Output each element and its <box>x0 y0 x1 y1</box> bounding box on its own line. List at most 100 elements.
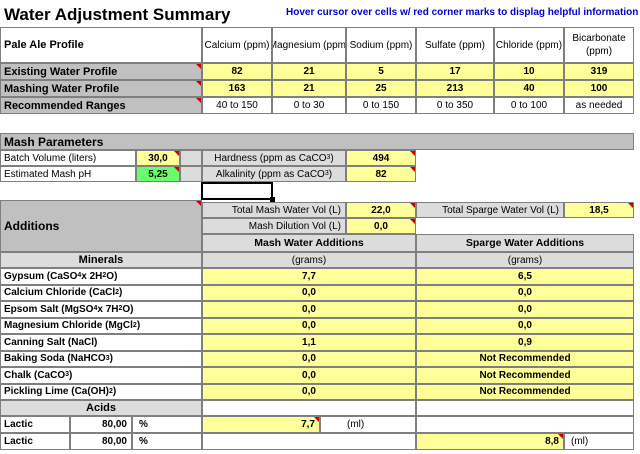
batch-volume-input[interactable]: 30,0 <box>136 150 180 166</box>
mineral-mash-amount[interactable]: 0,0 <box>202 383 416 400</box>
dilution-input[interactable]: 0,0 <box>346 218 416 234</box>
mashing-calcium: 163 <box>202 80 272 97</box>
mineral-name-part: Epsom Salt (MgSO <box>4 303 94 315</box>
profile-name[interactable]: Pale Ale Profile <box>0 27 202 63</box>
mineral-name: Baking Soda (NaHCO 3) <box>0 350 202 367</box>
existing-magnesium[interactable]: 21 <box>272 63 346 80</box>
range-magnesium: 0 to 30 <box>272 97 346 114</box>
sparge-grams-label: (grams) <box>416 252 634 268</box>
acid-mash-amount[interactable]: 7,7 <box>202 416 320 433</box>
total-sparge-value: 18,5 <box>564 202 634 218</box>
existing-bicarbonate[interactable]: 319 <box>564 63 634 80</box>
mineral-sparge-amount[interactable]: 0,0 <box>416 317 634 334</box>
hardness-value: 494 <box>346 150 416 166</box>
mashing-sodium: 25 <box>346 80 416 97</box>
existing-sodium[interactable]: 5 <box>346 63 416 80</box>
hardness-paren: ) <box>330 152 334 164</box>
alkalinity-label: Alkalinity (ppm as CaCO 3) <box>202 166 346 182</box>
minerals-header: Minerals <box>0 252 202 268</box>
additions-header[interactable]: Additions <box>0 200 202 252</box>
range-chloride: 0 to 100 <box>494 97 564 114</box>
row-label-recommended[interactable]: Recommended Ranges <box>0 97 202 114</box>
acid-mash-blank-2 <box>202 433 416 450</box>
mineral-mash-amount[interactable]: 0,0 <box>202 317 416 334</box>
range-sodium: 0 to 150 <box>346 97 416 114</box>
mineral-name-part: Baking Soda (NaHCO <box>4 353 106 365</box>
acids-header: Acids <box>0 400 202 416</box>
existing-sulfate[interactable]: 17 <box>416 63 494 80</box>
mineral-name: Epsom Salt (MgSO 4 x 7H 2 O) <box>0 301 202 318</box>
hardness-label: Hardness (ppm as CaCO 3) <box>202 150 346 166</box>
acid-sparge-unit: (ml) <box>564 433 634 450</box>
mineral-name-part: ) <box>136 320 141 332</box>
range-calcium: 40 to 150 <box>202 97 272 114</box>
col-sulfate: Sulfate (ppm) <box>416 27 494 63</box>
mineral-name-part: Gypsum (CaSO <box>4 270 78 282</box>
mineral-mash-amount[interactable]: 0,0 <box>202 284 416 301</box>
mineral-mash-amount[interactable]: 0,0 <box>202 301 416 318</box>
mash-ph-label: Estimated Mash pH <box>0 166 136 182</box>
mashing-bicarbonate: 100 <box>564 80 634 97</box>
mineral-sparge-amount[interactable]: Not Recommended <box>416 367 634 384</box>
selected-cell[interactable] <box>201 182 273 200</box>
col-calcium: Calcium (ppm) <box>202 27 272 63</box>
acid-mash-unit: (ml) <box>320 416 416 433</box>
acid-percent-unit-2: % <box>132 433 202 450</box>
mineral-name-part: O) <box>122 303 134 315</box>
alkalinity-label-text: Alkalinity (ppm as CaCO <box>215 168 325 180</box>
sparge-additions-header: Sparge Water Additions <box>416 234 634 252</box>
mineral-name-part: x 7H <box>97 303 119 315</box>
total-mash-value: 22,0 <box>346 202 416 218</box>
acid-name-2: Lactic <box>0 433 70 450</box>
acid-percent-2[interactable]: 80,00 <box>70 433 132 450</box>
mineral-name: Pickling Lime (Ca(OH) 2) <box>0 383 202 400</box>
alkalinity-value: 82 <box>346 166 416 182</box>
row-label-existing[interactable]: Existing Water Profile <box>0 63 202 80</box>
col-magnesium: Magnesium (ppm) <box>272 27 346 63</box>
range-bicarbonate: as needed <box>564 97 634 114</box>
mineral-mash-amount[interactable]: 0,0 <box>202 350 416 367</box>
mineral-name: Calcium Chloride (CaCl 2) <box>0 284 202 301</box>
mineral-name-part: O) <box>106 270 118 282</box>
mineral-sparge-amount[interactable]: 6,5 <box>416 268 634 285</box>
existing-chloride[interactable]: 10 <box>494 63 564 80</box>
mineral-name-part: ) <box>69 369 73 381</box>
mineral-sparge-amount[interactable]: Not Recommended <box>416 350 634 367</box>
existing-calcium[interactable]: 82 <box>202 63 272 80</box>
mash-ph-value[interactable]: 5,25 <box>136 166 180 182</box>
mineral-name-part: Canning Salt (NaCl) <box>4 336 98 348</box>
mineral-sparge-amount[interactable]: 0,0 <box>416 284 634 301</box>
row-label-mashing[interactable]: Mashing Water Profile <box>0 80 202 97</box>
acids-mash-blank <box>202 400 416 416</box>
mineral-name: Gypsum (CaSO 4 x 2H 2 O) <box>0 268 202 285</box>
acids-sparge-blank <box>416 400 634 416</box>
mineral-name: Chalk (CaCO 3) <box>0 367 202 384</box>
acid-percent-unit: % <box>132 416 202 433</box>
mineral-sparge-amount[interactable]: 0,0 <box>416 301 634 318</box>
mineral-name-part: Chalk (CaCO <box>4 369 66 381</box>
mashing-chloride: 40 <box>494 80 564 97</box>
fill-handle[interactable] <box>270 197 275 202</box>
batch-volume-label: Batch Volume (liters) <box>0 150 136 166</box>
mash-additions-header: Mash Water Additions <box>202 234 416 252</box>
hardness-label-text: Hardness (ppm as CaCO <box>214 152 327 164</box>
mash-grams-label: (grams) <box>202 252 416 268</box>
mineral-name: Canning Salt (NaCl) <box>0 334 202 351</box>
mineral-name-part: Magnesium Chloride (MgCl <box>4 320 133 332</box>
mineral-name: Magnesium Chloride (MgCl 2) <box>0 317 202 334</box>
mineral-mash-amount[interactable]: 1,1 <box>202 334 416 351</box>
mineral-name-part: ) <box>119 287 123 299</box>
mineral-sparge-amount[interactable]: 0,9 <box>416 334 634 351</box>
dilution-label: Mash Dilution Vol (L) <box>202 218 346 234</box>
mineral-sparge-amount[interactable]: Not Recommended <box>416 383 634 400</box>
mashing-sulfate: 213 <box>416 80 494 97</box>
range-sulfate: 0 to 350 <box>416 97 494 114</box>
mineral-mash-amount[interactable]: 0,0 <box>202 367 416 384</box>
total-mash-label: Total Mash Water Vol (L) <box>202 202 346 218</box>
total-sparge-label: Total Sparge Water Vol (L) <box>416 202 564 218</box>
alkalinity-paren: ) <box>328 168 333 180</box>
acid-percent[interactable]: 80,00 <box>70 416 132 433</box>
mineral-name-part: x 2H <box>81 270 103 282</box>
mineral-mash-amount[interactable]: 7,7 <box>202 268 416 285</box>
acid-sparge-amount[interactable]: 8,8 <box>416 433 564 450</box>
